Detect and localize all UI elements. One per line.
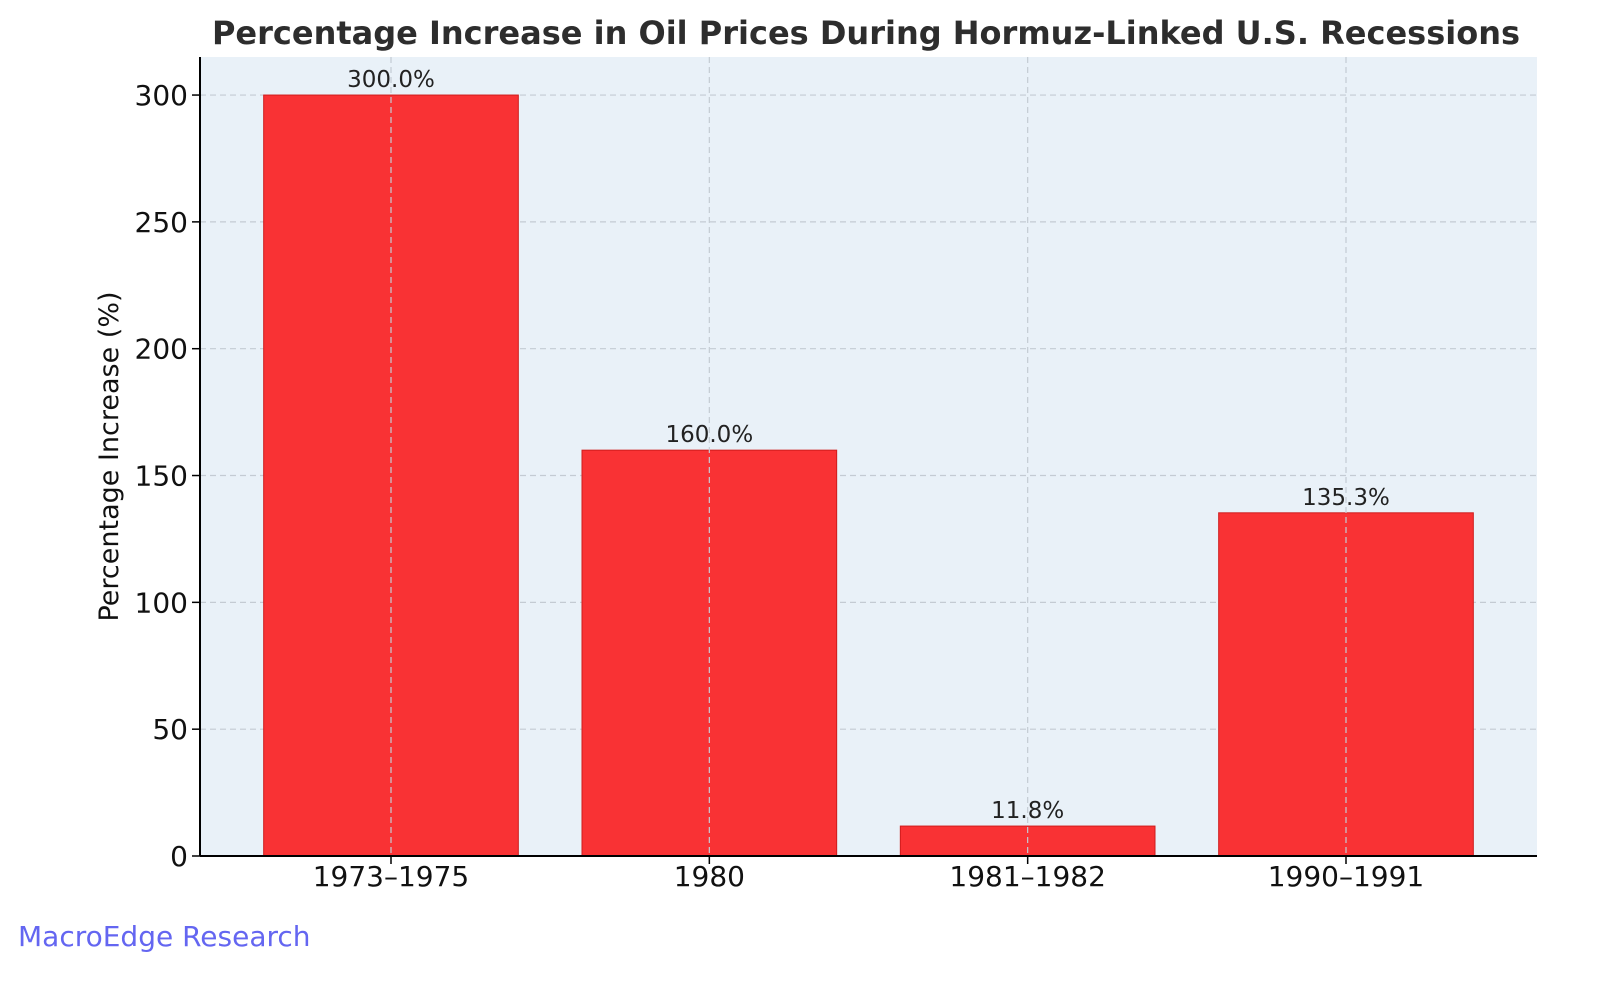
y-tick-label: 250 — [135, 206, 188, 239]
x-tick-label: 1980 — [674, 860, 745, 893]
bar — [1218, 512, 1474, 857]
y-tick-label: 200 — [135, 333, 188, 366]
data-label: 11.8% — [991, 798, 1064, 824]
data-label: 160.0% — [665, 422, 753, 448]
data-label: 135.3% — [1302, 485, 1390, 511]
x-tick-label: 1981–1982 — [949, 860, 1106, 893]
axes-layer: 0 50 100 150 200 250 300 1973–1975 1980 1981–1982… — [135, 57, 1537, 893]
watermark: MacroEdge Research — [18, 920, 311, 953]
y-tick-label: 100 — [135, 586, 188, 619]
x-tick-label: 1990–1991 — [1268, 860, 1425, 893]
y-tick-label: 0 — [170, 840, 188, 873]
y-tick-label: 50 — [152, 713, 188, 746]
y-tick-label: 300 — [135, 79, 188, 112]
chart-title: Percentage Increase in Oil Prices During… — [212, 14, 1520, 52]
data-label: 300.0% — [347, 67, 435, 93]
y-axis-label: Percentage Increase (%) — [94, 291, 125, 621]
y-tick-label: 150 — [135, 460, 188, 493]
x-tick-label: 1973–1975 — [313, 860, 470, 893]
labels-layer: 300.0% 160.0% 11.8% 135.3% — [347, 67, 1390, 824]
vertical-grid-layer — [390, 57, 1347, 856]
